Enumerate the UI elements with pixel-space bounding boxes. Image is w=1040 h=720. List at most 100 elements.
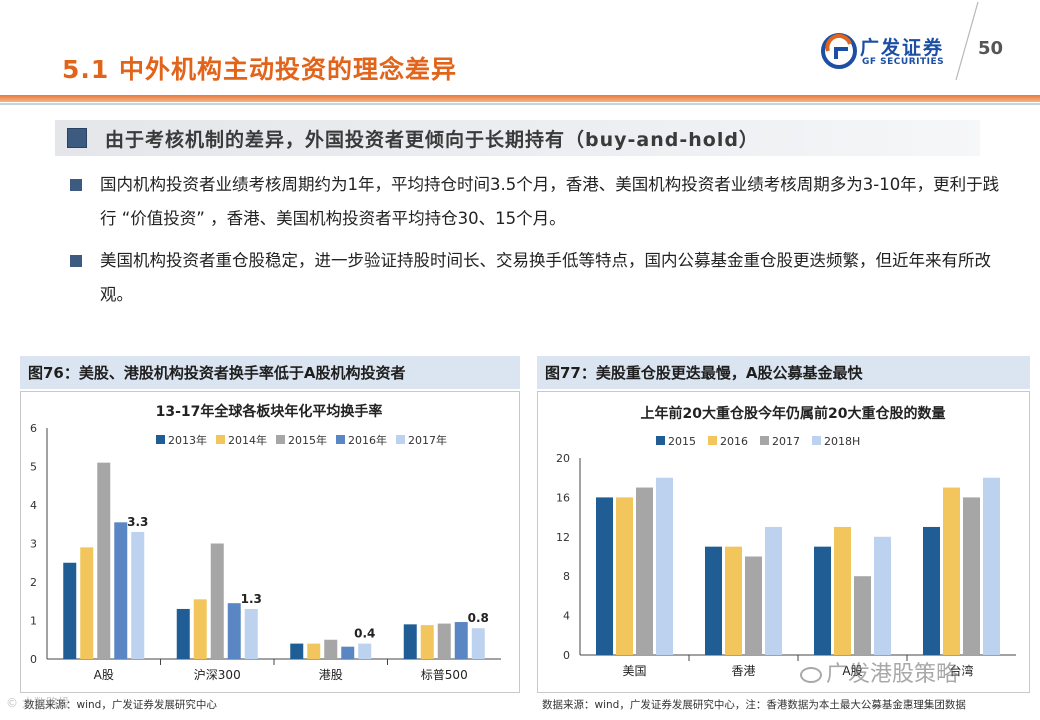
heading-square-icon bbox=[67, 128, 87, 148]
bullet-text: 国内机构投资者业绩考核周期约为1年，平均持仓时间3.5个月，香港、美国机构投资者… bbox=[100, 175, 1000, 228]
bar-港股-2016年 bbox=[341, 646, 355, 659]
gf-securities-logo: 广发证券 GF SECURITIES bbox=[820, 30, 950, 74]
bar-沪深300-2017年 bbox=[244, 608, 258, 659]
x-tick-label-A股: A股 bbox=[94, 668, 114, 682]
bar-港股-2014年 bbox=[307, 643, 321, 659]
x-tick-label-香港: 香港 bbox=[731, 664, 755, 678]
turnover-chart-frame: 13-17年全球各板块年化平均换手率 2013年 2014年 2015年 2016年 2 0… bbox=[20, 391, 520, 693]
data-label-A股: 3.3 bbox=[127, 515, 148, 529]
y-tick-label: 16 bbox=[556, 491, 570, 504]
x-tick-label-标普500: 标普500 bbox=[421, 668, 468, 682]
legend-swatch-2015年 bbox=[276, 435, 285, 444]
bar-A股-2016 bbox=[834, 526, 851, 655]
legend-swatch-2015 bbox=[656, 436, 665, 445]
bar-标普500-2014年 bbox=[420, 625, 434, 659]
holdings-chart-frame: 上年前20大重仓股今年仍属前20大重仓股的数量 2015 2016 2017 2018H… bbox=[537, 391, 1030, 693]
bar-A股-2018H bbox=[874, 536, 891, 655]
y-tick-label: 4 bbox=[30, 499, 37, 512]
slide-title: 5.1 中外机构主动投资的理念差异 bbox=[62, 55, 457, 84]
y-tick-label: 4 bbox=[563, 610, 570, 623]
legend-swatch-2018H bbox=[812, 436, 821, 445]
watermark-left: © 大数路投 bbox=[6, 696, 70, 710]
bar-沪深300-2016年 bbox=[227, 603, 241, 659]
y-tick-label: 6 bbox=[30, 422, 37, 435]
legend-label-2016: 2016 bbox=[720, 435, 748, 448]
bar-港股-2015年 bbox=[324, 639, 338, 659]
bar-A股-2016年 bbox=[114, 522, 128, 659]
bar-标普500-2015年 bbox=[437, 623, 451, 659]
gf-logo-icon bbox=[821, 33, 857, 69]
legend-swatch-2016 bbox=[708, 436, 717, 445]
legend-swatch-2017 bbox=[760, 436, 769, 445]
bar-A股-2017年 bbox=[131, 531, 145, 659]
section-heading-text: 由于考核机制的差异，外国投资者更倾向于长期持有（buy-and-hold） bbox=[105, 129, 759, 151]
bar-台湾-2016 bbox=[943, 487, 960, 655]
turnover-bar-chart: 13-17年全球各板块年化平均换手率 2013年 2014年 2015年 2016年 2 0… bbox=[30, 403, 501, 682]
bar-美国-2016 bbox=[616, 497, 633, 655]
y-tick-label: 1 bbox=[30, 615, 37, 628]
logo-text-cn: 广发证券 bbox=[860, 37, 945, 59]
y-tick-label: 0 bbox=[563, 649, 570, 662]
legend-label-2015年: 2015年 bbox=[288, 433, 327, 447]
bullet-item: 国内机构投资者业绩考核周期约为1年，平均持仓时间3.5个月，香港、美国机构投资者… bbox=[70, 168, 1010, 236]
bar-香港-2016 bbox=[725, 546, 742, 655]
legend-swatch-2017年 bbox=[396, 435, 405, 444]
bar-A股-2015 bbox=[814, 546, 831, 655]
header-rule bbox=[0, 95, 1040, 102]
bar-台湾-2015 bbox=[923, 526, 940, 655]
y-tick-label: 12 bbox=[556, 531, 570, 544]
bar-A股-2017 bbox=[854, 576, 871, 655]
x-tick-label-港股: 港股 bbox=[319, 668, 343, 682]
page-number: 50 bbox=[978, 38, 1004, 59]
data-label-沪深300: 1.3 bbox=[241, 592, 262, 606]
y-tick-label: 3 bbox=[30, 538, 37, 551]
section-heading: 由于考核机制的差异，外国投资者更倾向于长期持有（buy-and-hold） bbox=[55, 120, 980, 156]
x-tick-label-沪深300: 沪深300 bbox=[194, 668, 241, 682]
bar-港股-2017年 bbox=[358, 643, 372, 659]
bar-A股-2014年 bbox=[80, 547, 94, 659]
x-tick-label-美国: 美国 bbox=[622, 664, 646, 678]
bullet-square-icon bbox=[70, 179, 82, 191]
bar-A股-2013年 bbox=[63, 562, 77, 659]
bar-美国-2017 bbox=[636, 487, 653, 655]
legend-swatch-2016年 bbox=[336, 435, 345, 444]
logo-text-en: GF SECURITIES bbox=[862, 57, 945, 67]
y-tick-label: 20 bbox=[556, 452, 570, 465]
bullet-square-icon bbox=[70, 255, 82, 267]
figure-76-caption: 图76：美股、港股机构投资者换手率低于A股机构投资者 bbox=[20, 356, 520, 389]
legend-swatch-2014年 bbox=[216, 435, 225, 444]
y-tick-label: 8 bbox=[563, 570, 570, 583]
bar-港股-2013年 bbox=[290, 643, 304, 659]
figure-77-caption: 图77：美股重仓股更迭最慢，A股公募基金最快 bbox=[537, 356, 1030, 389]
legend-label-2016年: 2016年 bbox=[348, 433, 387, 447]
legend-label-2013年: 2013年 bbox=[168, 433, 207, 447]
figure-77-source: 数据来源：wind，广发证券发展研究中心，注：香港数据为本土最大公募基金惠理集团… bbox=[542, 699, 966, 711]
bar-美国-2015 bbox=[596, 497, 613, 655]
chart-title: 上年前20大重仓股今年仍属前20大重仓股的数量 bbox=[641, 405, 946, 422]
legend-label-2015: 2015 bbox=[668, 435, 696, 448]
bar-沪深300-2014年 bbox=[193, 599, 207, 659]
figure-76-source: 数据来源：wind，广发证券发展研究中心 bbox=[24, 699, 217, 711]
y-tick-label: 0 bbox=[30, 653, 37, 666]
data-label-标普500: 0.8 bbox=[468, 611, 489, 625]
x-tick-label-台湾: 台湾 bbox=[949, 663, 973, 678]
x-tick-label-A股: A股 bbox=[842, 664, 862, 678]
bar-标普500-2017年 bbox=[471, 628, 485, 659]
chart-title: 13-17年全球各板块年化平均换手率 bbox=[156, 403, 383, 420]
bullet-text: 美国机构投资者重仓股稳定，进一步验证持股时间长、交易换手低等特点，国内公募基金重… bbox=[100, 251, 991, 304]
bullet-item: 美国机构投资者重仓股稳定，进一步验证持股时间长、交易换手低等特点，国内公募基金重… bbox=[70, 244, 1010, 312]
bar-台湾-2017 bbox=[963, 497, 980, 655]
bar-沪深300-2015年 bbox=[210, 543, 224, 659]
y-tick-label: 2 bbox=[30, 576, 37, 589]
legend-label-2014年: 2014年 bbox=[228, 433, 267, 447]
bar-香港-2018H bbox=[765, 526, 782, 655]
bar-标普500-2016年 bbox=[454, 622, 468, 659]
legend-swatch-2013年 bbox=[156, 435, 165, 444]
bar-台湾-2018H bbox=[983, 477, 1000, 655]
data-label-港股: 0.4 bbox=[354, 627, 375, 641]
bar-香港-2015 bbox=[705, 546, 722, 655]
bar-沪深300-2013年 bbox=[176, 608, 190, 659]
bar-A股-2015年 bbox=[97, 462, 111, 659]
header-slash-divider bbox=[955, 1, 979, 81]
